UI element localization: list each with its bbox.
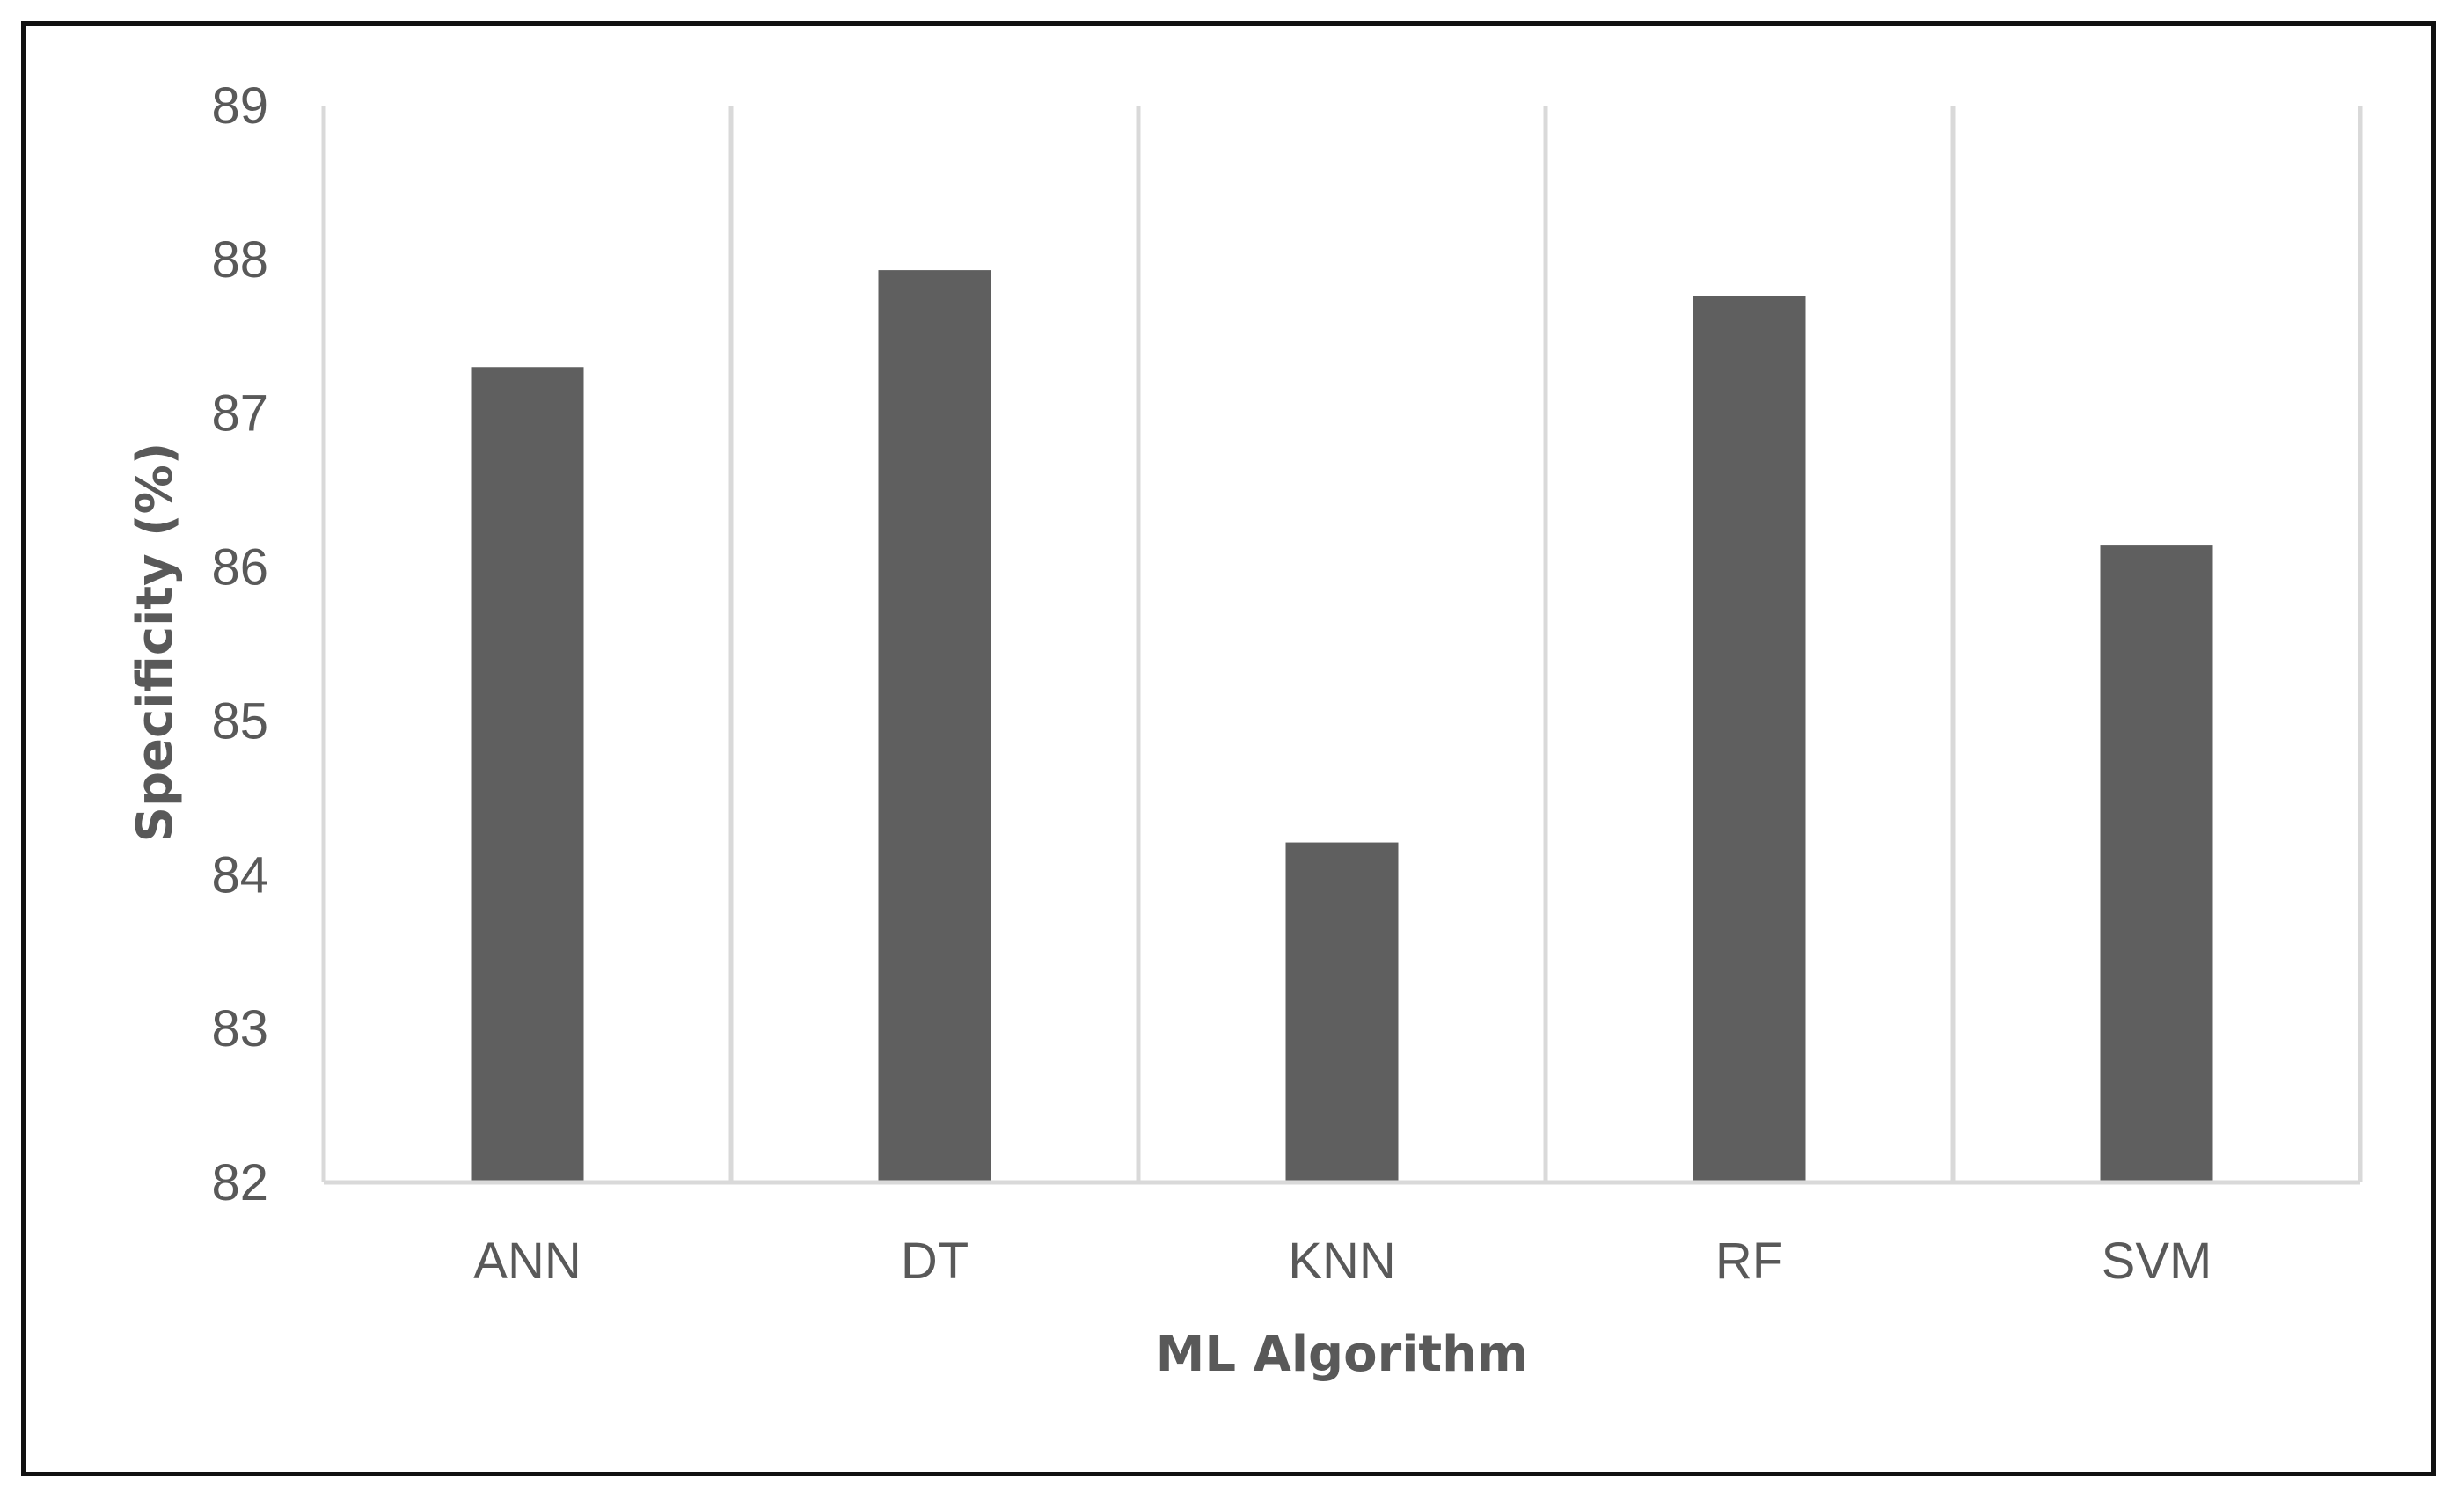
x-tick-label: SVM xyxy=(2102,1233,2212,1290)
y-tick-label: 87 xyxy=(211,385,268,443)
y-tick-label: 89 xyxy=(211,77,268,135)
y-tick-label: 83 xyxy=(211,1000,268,1057)
bar-svm xyxy=(2100,545,2213,1182)
y-tick-labels: 82 83 84 85 86 87 88 89 xyxy=(211,77,268,1211)
gridlines xyxy=(321,106,2363,1182)
x-tick-labels: ANN DT KNN RF SVM xyxy=(473,1233,2212,1290)
x-tick-label: ANN xyxy=(473,1233,581,1290)
x-tick-label: DT xyxy=(901,1233,969,1290)
y-tick-label: 82 xyxy=(211,1154,268,1211)
bar-rf xyxy=(1693,296,1806,1182)
bar-knn xyxy=(1285,842,1399,1182)
y-tick-label: 84 xyxy=(211,846,268,904)
x-axis-title: ML Algorithm xyxy=(1156,1326,1529,1383)
y-tick-label: 88 xyxy=(211,231,268,289)
y-tick-label: 86 xyxy=(211,539,268,596)
chart-frame xyxy=(21,21,2436,1476)
y-tick-label: 85 xyxy=(211,692,268,750)
bar-dt xyxy=(878,270,991,1182)
x-tick-label: RF xyxy=(1715,1233,1783,1290)
y-axis-title: Specificity (%) xyxy=(127,443,184,843)
bar-ann xyxy=(471,367,584,1182)
x-tick-label: KNN xyxy=(1288,1233,1395,1290)
bars xyxy=(471,270,2213,1182)
